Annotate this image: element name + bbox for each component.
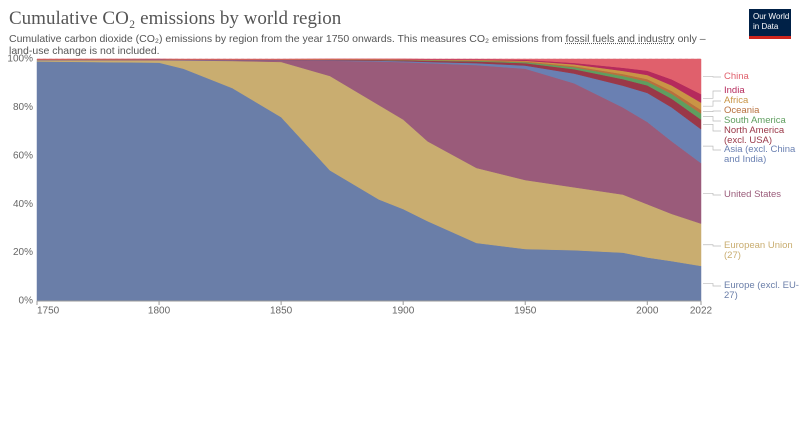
chart-subtitle: Cumulative carbon dioxide (CO₂) emission… [9, 33, 729, 57]
x-tick-label: 1750 [37, 306, 60, 317]
label-connector [703, 192, 721, 196]
legend-label[interactable]: Asia (excl. China and India) [724, 144, 796, 165]
chart-title: Cumulative CO₂ emissions by world region [9, 8, 342, 29]
area [36, 58, 702, 95]
legend-label[interactable]: India [724, 85, 745, 96]
x-tick-label: 2000 [636, 306, 659, 317]
x-tick-label: 1950 [514, 306, 537, 317]
x-tick-label: 1850 [270, 306, 293, 317]
legend-label[interactable]: China [724, 71, 749, 82]
label-connector [703, 90, 721, 99]
legend-label[interactable]: North America (excl. USA) [724, 125, 785, 146]
y-tick-label: 100% [7, 54, 33, 65]
y-tick-label: 80% [13, 102, 33, 113]
y-tick-label: 0% [19, 296, 34, 307]
subtitle-text: Cumulative carbon dioxide (CO₂) emission… [9, 33, 566, 45]
y-tick-label: 40% [13, 199, 33, 210]
label-connector [703, 145, 721, 151]
label-connector [703, 116, 721, 122]
x-tick-label: 2022 [690, 306, 713, 317]
label-connector [703, 244, 721, 247]
logo[interactable]: Our World in Data [749, 9, 791, 39]
y-tick-label: 60% [13, 150, 33, 161]
subtitle-text: only – land-use change is not included. [9, 33, 706, 57]
legend-label[interactable]: Europe (excl. EU-27) [724, 280, 799, 301]
x-tick-label: 1900 [392, 306, 415, 317]
legend-label[interactable]: United States [724, 189, 782, 200]
legend-label[interactable]: European Union (27) [724, 240, 793, 261]
legend-label[interactable]: Oceania [724, 105, 760, 116]
legend-label[interactable]: South America [724, 115, 786, 126]
label-connector [703, 100, 721, 107]
y-tick-label: 20% [13, 247, 33, 258]
x-tick-label: 1800 [148, 306, 171, 317]
label-connector [703, 283, 721, 287]
legend-label[interactable]: Africa [724, 95, 749, 106]
label-connector [703, 110, 721, 112]
label-connector [703, 123, 721, 132]
subtitle-link[interactable]: fossil fuels and industry [565, 33, 675, 45]
